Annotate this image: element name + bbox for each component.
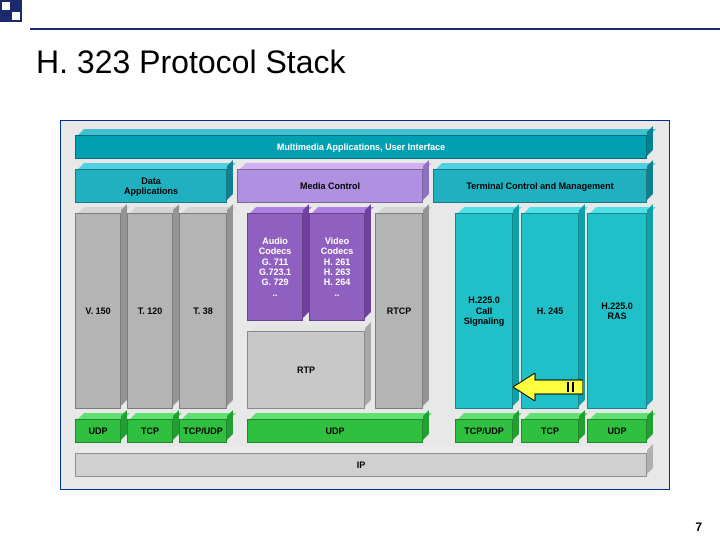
label-v150: V. 150	[75, 213, 121, 409]
label-ip: IP	[75, 453, 647, 477]
box-udp3: UDP	[587, 419, 647, 443]
box-v150: V. 150	[75, 213, 121, 409]
box-term-ctrl: Terminal Control and Management	[433, 169, 647, 203]
box-tcp1: TCP	[127, 419, 173, 443]
label-tcp1: TCP	[127, 419, 173, 443]
box-data-apps: Data Applications	[75, 169, 227, 203]
box-rtp: RTP	[247, 331, 365, 409]
label-t120: T. 120	[127, 213, 173, 409]
box-tcp2: TCP	[521, 419, 579, 443]
arrow-icon	[513, 373, 583, 401]
box-tcpudp1: TCP/UDP	[179, 419, 227, 443]
box-app-layer: Multimedia Applications, User Interface	[75, 135, 647, 159]
protocol-stack-diagram: Multimedia Applications, User Interface …	[60, 120, 670, 490]
box-h225cs: H.225.0 Call Signaling	[455, 213, 513, 409]
corner-accent	[0, 0, 22, 22]
box-t38: T. 38	[179, 213, 227, 409]
label-data-apps: Data Applications	[75, 169, 227, 203]
box-rtcp: RTCP	[375, 213, 423, 409]
slide-title: H. 323 Protocol Stack	[36, 44, 345, 81]
box-h225ras: H.225.0 RAS	[587, 213, 647, 409]
box-media-ctrl: Media Control	[237, 169, 423, 203]
box-udp1: UDP	[75, 419, 121, 443]
label-rtcp: RTCP	[375, 213, 423, 409]
box-tcpudp2: TCP/UDP	[455, 419, 513, 443]
box-video: Video Codecs H. 261 H. 263 H. 264 ..	[309, 213, 365, 321]
label-app-layer: Multimedia Applications, User Interface	[75, 135, 647, 159]
label-video: Video Codecs H. 261 H. 263 H. 264 ..	[309, 213, 365, 321]
label-audio: Audio Codecs G. 711 G.723.1 G. 729 ..	[247, 213, 303, 321]
label-media-ctrl: Media Control	[237, 169, 423, 203]
label-h225ras: H.225.0 RAS	[587, 213, 647, 409]
label-tcp2: TCP	[521, 419, 579, 443]
label-udp1: UDP	[75, 419, 121, 443]
label-tcpudp2: TCP/UDP	[455, 419, 513, 443]
label-h225cs: H.225.0 Call Signaling	[455, 213, 513, 409]
page-number: 7	[695, 520, 702, 534]
label-term-ctrl: Terminal Control and Management	[433, 169, 647, 203]
box-audio: Audio Codecs G. 711 G.723.1 G. 729 ..	[247, 213, 303, 321]
box-ip: IP	[75, 453, 647, 477]
title-underline	[30, 28, 720, 30]
box-t120: T. 120	[127, 213, 173, 409]
label-rtp: RTP	[247, 331, 365, 409]
label-tcpudp1: TCP/UDP	[179, 419, 227, 443]
box-udp2: UDP	[247, 419, 423, 443]
label-udp3: UDP	[587, 419, 647, 443]
label-udp2: UDP	[247, 419, 423, 443]
label-t38: T. 38	[179, 213, 227, 409]
